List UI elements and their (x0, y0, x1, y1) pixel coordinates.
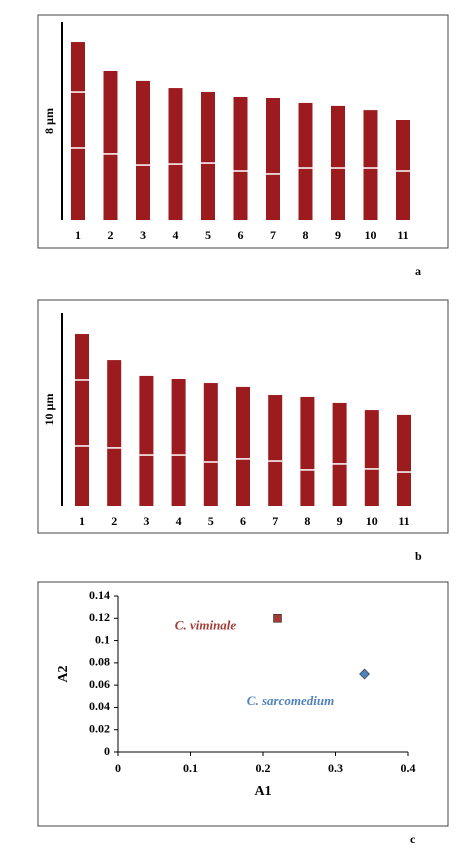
y-tick-label: 0.06 (89, 677, 110, 691)
chromosome (298, 102, 313, 220)
chromosome (397, 414, 411, 506)
chromosome (236, 386, 250, 506)
panel-label: a (415, 264, 421, 278)
x-tick-label: 5 (208, 514, 214, 528)
x-tick-label: 9 (337, 514, 343, 528)
scale-bar-label: 8 µm (42, 108, 56, 134)
panel-frame (37, 299, 449, 534)
point (359, 668, 370, 680)
y-tick-label: 0.1 (95, 632, 110, 646)
chromosome (364, 410, 379, 506)
chromosome (266, 97, 280, 220)
y-tick-label: 0.12 (89, 610, 110, 624)
x-tick-label: 8 (303, 228, 309, 242)
y-tick-label: 0.02 (89, 721, 110, 735)
chromosome (300, 396, 315, 506)
x-tick-label: 0.2 (256, 761, 271, 775)
chromosome (139, 375, 154, 506)
x-tick-label: 0.4 (401, 761, 416, 775)
y-tick-label: 0 (104, 744, 110, 758)
point-label: C. sarcomedium (247, 693, 334, 708)
x-tick-label: 8 (304, 514, 310, 528)
x-tick-label: 5 (205, 228, 211, 242)
chromosome (332, 402, 347, 506)
x-tick-label: 0.3 (328, 761, 343, 775)
x-tick-label: 11 (397, 228, 408, 242)
chromosome (136, 80, 150, 220)
x-tick-label: 2 (108, 228, 114, 242)
x-tick-label: 1 (75, 228, 81, 242)
panel-frame (37, 14, 449, 249)
chromosome (363, 110, 378, 220)
x-axis-label: A1 (254, 784, 271, 799)
x-tick-label: 0.1 (183, 761, 198, 775)
x-tick-label: 7 (270, 228, 276, 242)
x-tick-label: 6 (238, 228, 244, 242)
x-tick-label: 10 (365, 228, 377, 242)
y-tick-label: 0.14 (89, 588, 110, 602)
x-tick-label: 0 (115, 761, 121, 775)
chromosome (107, 360, 122, 506)
point (273, 613, 282, 623)
chromosome (171, 379, 186, 506)
chromosome (75, 334, 89, 506)
chromosome (168, 88, 183, 221)
x-tick-label: 3 (140, 228, 146, 242)
x-tick-label: 4 (176, 514, 182, 528)
x-tick-label: 3 (143, 514, 149, 528)
x-tick-label: 11 (398, 514, 409, 528)
scale-bar-label: 10 µm (42, 394, 56, 426)
x-tick-label: 6 (240, 514, 246, 528)
x-tick-label: 4 (173, 228, 179, 242)
panel-label: b (415, 549, 422, 563)
y-tick-label: 0.04 (89, 699, 110, 713)
x-tick-label: 9 (335, 228, 341, 242)
chromosome (268, 395, 283, 506)
y-axis-label: A2 (56, 665, 71, 682)
chromosome (396, 120, 410, 220)
chromosome (71, 42, 85, 220)
chromosome (103, 71, 118, 220)
chromosome (203, 383, 218, 506)
x-tick-label: 2 (111, 514, 117, 528)
x-tick-label: 10 (366, 514, 378, 528)
y-tick-label: 0.08 (89, 655, 110, 669)
chromosome (331, 105, 345, 220)
x-tick-label: 1 (79, 514, 85, 528)
chromosome (233, 96, 248, 220)
x-tick-label: 7 (272, 514, 278, 528)
point-label: C. viminale (175, 617, 237, 632)
panel-label: c (410, 832, 416, 846)
panel-frame (37, 581, 449, 827)
chromosome (201, 92, 215, 220)
